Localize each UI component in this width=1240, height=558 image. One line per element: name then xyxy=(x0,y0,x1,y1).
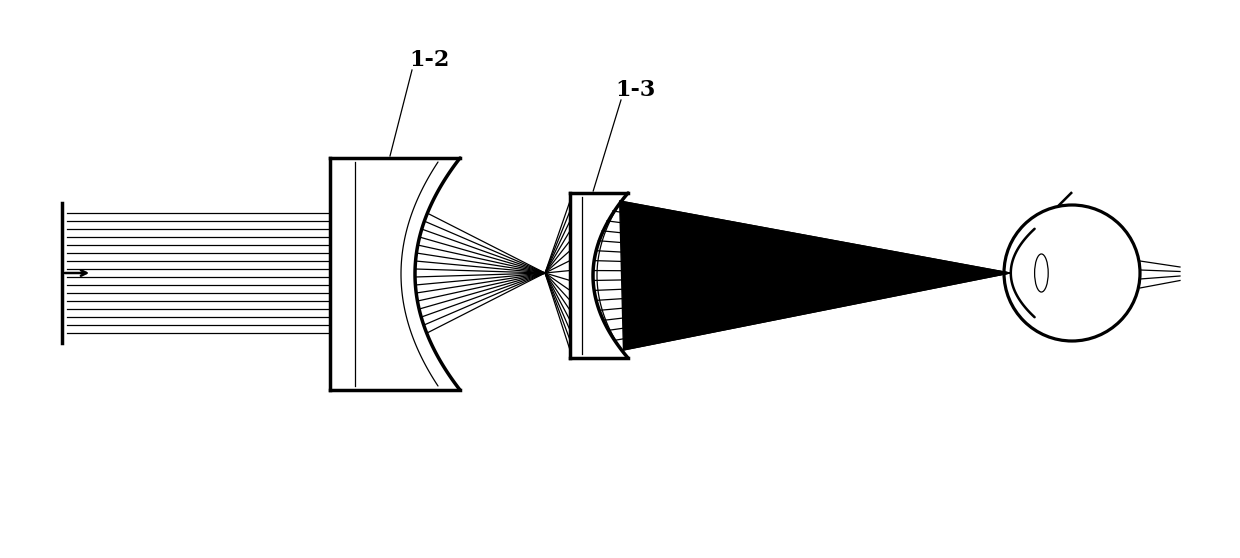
Text: 1-2: 1-2 xyxy=(409,49,450,71)
Text: 1-3: 1-3 xyxy=(615,79,655,101)
Polygon shape xyxy=(620,201,1011,350)
